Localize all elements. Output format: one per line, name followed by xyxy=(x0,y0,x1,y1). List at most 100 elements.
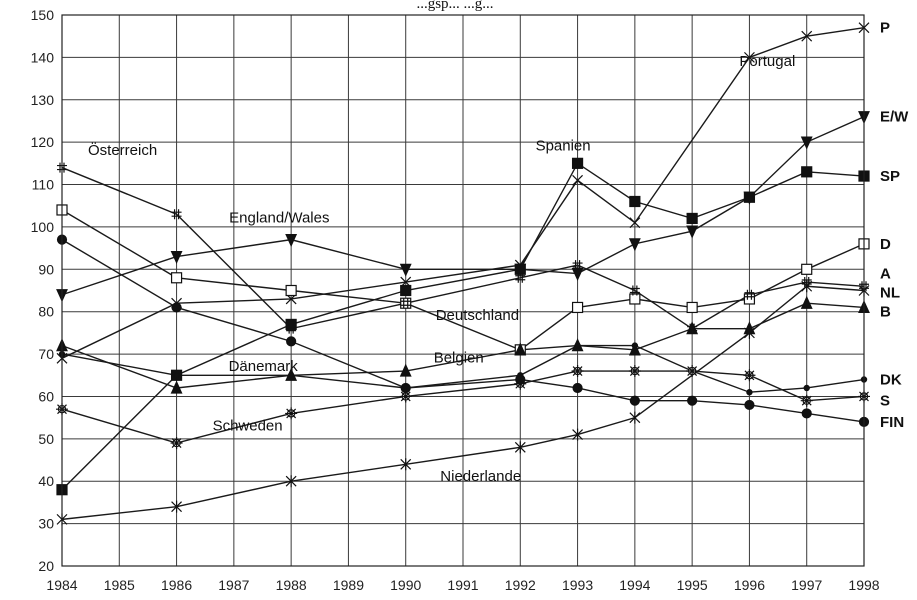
y-tick-label: 40 xyxy=(38,473,54,489)
data-point xyxy=(629,293,641,305)
chart-title-partial: ...gsp... ...g... xyxy=(416,0,493,12)
y-tick-label: 90 xyxy=(38,261,54,277)
data-point xyxy=(399,390,412,403)
data-point xyxy=(629,195,641,208)
x-tick-label: 1991 xyxy=(447,577,478,593)
annotation-label: Österreich xyxy=(88,141,157,159)
y-tick-label: 130 xyxy=(31,92,55,108)
x-tick-label: 1984 xyxy=(46,577,77,593)
data-point xyxy=(514,441,526,454)
y-tick-label: 80 xyxy=(38,304,54,320)
annotation-label: Spanien xyxy=(536,138,591,155)
x-tick-label: 1994 xyxy=(619,577,650,593)
data-point xyxy=(400,382,411,394)
data-point xyxy=(629,411,641,424)
y-tick-label: 120 xyxy=(31,134,55,150)
x-tick-label: 1996 xyxy=(734,577,765,593)
data-point xyxy=(801,408,812,419)
series-code-label: SP xyxy=(880,168,900,185)
data-point xyxy=(743,369,756,382)
annotation-label: Schweden xyxy=(213,417,283,434)
data-point xyxy=(628,238,641,252)
data-point xyxy=(285,234,298,248)
data-point xyxy=(285,318,297,331)
data-point xyxy=(571,365,584,378)
data-point xyxy=(743,321,756,335)
y-tick-label: 30 xyxy=(38,516,54,532)
data-point xyxy=(686,212,698,225)
data-point xyxy=(801,263,813,275)
data-point xyxy=(285,407,298,420)
x-tick-label: 1995 xyxy=(677,577,708,593)
data-point xyxy=(801,166,813,178)
data-point xyxy=(859,281,869,292)
x-tick-label: 1992 xyxy=(505,577,536,593)
data-point xyxy=(514,342,527,356)
data-point xyxy=(686,225,699,239)
data-point xyxy=(572,382,583,394)
data-point xyxy=(686,321,699,335)
series-code-label: P xyxy=(880,20,890,37)
data-point xyxy=(286,336,297,347)
data-point xyxy=(515,272,526,283)
data-point xyxy=(803,384,810,392)
y-tick-label: 50 xyxy=(38,431,54,447)
x-tick-label: 1998 xyxy=(848,577,879,593)
y-tick-label: 100 xyxy=(31,219,55,235)
series-code-label: S xyxy=(880,393,890,410)
series-code-label: NL xyxy=(880,285,900,302)
data-point xyxy=(170,380,183,394)
x-tick-label: 1986 xyxy=(161,577,192,593)
data-point xyxy=(800,394,813,407)
x-tick-label: 1987 xyxy=(218,577,249,593)
y-tick-label: 70 xyxy=(38,346,54,362)
data-point xyxy=(744,51,755,63)
data-point xyxy=(285,475,297,488)
data-point xyxy=(400,298,411,309)
series-codes: P E/W SP DA NL B DK S FIN xyxy=(880,20,909,431)
x-tick-label: 1988 xyxy=(276,577,307,593)
data-point xyxy=(515,374,526,385)
data-point xyxy=(744,399,755,411)
x-tick-label: 1997 xyxy=(791,577,822,593)
annotation-label: England/Wales xyxy=(229,210,329,227)
y-tick-label: 150 xyxy=(31,7,55,23)
data-point xyxy=(800,136,813,150)
data-point xyxy=(801,277,812,288)
data-point xyxy=(399,363,412,377)
y-tick-label: 110 xyxy=(32,177,55,193)
data-point xyxy=(744,289,755,300)
data-point xyxy=(170,437,183,450)
data-point xyxy=(514,263,526,275)
data-point xyxy=(572,428,583,441)
data-point xyxy=(170,272,183,284)
data-point xyxy=(629,285,640,296)
data-point xyxy=(629,217,641,229)
series-code-label: E/W xyxy=(880,109,909,126)
y-tick-label: 20 xyxy=(38,558,54,574)
x-tick-label: 1993 xyxy=(562,577,593,593)
data-point xyxy=(800,295,813,309)
annotation-label: Portugal xyxy=(739,53,795,70)
y-tick-label: 60 xyxy=(38,388,54,404)
data-point xyxy=(286,323,297,334)
data-point xyxy=(746,389,753,396)
data-point xyxy=(171,500,182,513)
series-markers xyxy=(56,22,870,526)
series-code-label: FIN xyxy=(880,414,904,431)
data-point xyxy=(628,365,641,378)
data-point xyxy=(170,250,183,265)
data-point xyxy=(57,162,67,173)
y-tick-label: 140 xyxy=(31,49,55,65)
series-code-label: D xyxy=(880,236,891,253)
data-point xyxy=(571,157,584,169)
data-point xyxy=(171,302,182,313)
data-point xyxy=(571,267,584,281)
data-point xyxy=(399,263,412,277)
series-code-label: A xyxy=(880,266,891,283)
series-line-p xyxy=(61,27,865,359)
data-point xyxy=(400,297,412,309)
data-point xyxy=(629,395,640,406)
x-tick-label: 1990 xyxy=(390,577,421,593)
